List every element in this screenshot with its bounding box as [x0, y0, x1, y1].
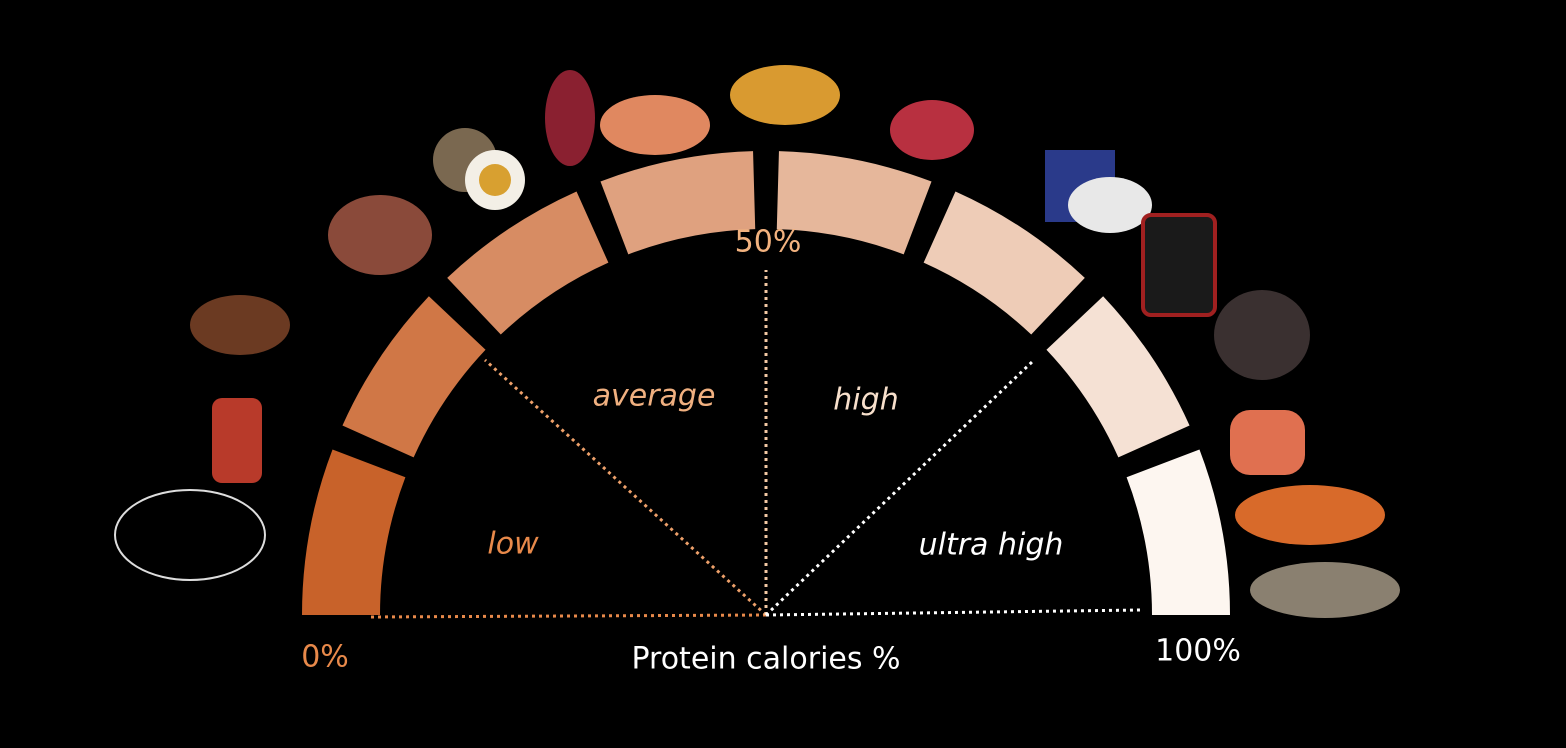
food-icons	[114, 65, 1400, 618]
fish-icon	[1235, 485, 1385, 545]
divider-high-ultra	[764, 360, 1034, 617]
gauge-segment	[776, 151, 932, 255]
chicken-icon	[730, 65, 840, 125]
peanut-butter-icon	[212, 398, 262, 483]
axis-label: Protein calories %	[631, 642, 900, 677]
cow-icon	[190, 295, 290, 355]
scale-middle: 50%	[735, 225, 802, 260]
cheese-bowl-icon	[1068, 177, 1152, 233]
flounder-icon	[1250, 562, 1400, 618]
zone-label: ultra high	[919, 528, 1064, 563]
salmon-icon	[600, 95, 710, 155]
steak-icon	[890, 100, 974, 160]
gauge-segment	[302, 449, 406, 615]
whey-icon	[1141, 213, 1217, 317]
zone-label: low	[487, 527, 539, 562]
gauge-segment	[447, 191, 609, 335]
scale-start: 0%	[301, 640, 349, 675]
beans-icon	[328, 195, 432, 275]
pig-icon	[114, 489, 266, 581]
gauge-segment	[600, 151, 756, 255]
divider-low-start	[369, 613, 767, 619]
turkey-icon	[1214, 290, 1310, 380]
gauge-arc	[302, 151, 1230, 615]
egg-yolk	[479, 164, 511, 196]
zone-label: average	[593, 379, 716, 414]
scale-end: 100%	[1155, 634, 1241, 669]
divider-low-average	[483, 358, 768, 617]
divider-lines	[369, 270, 1141, 619]
tuna-icon	[1230, 410, 1305, 475]
gauge-segment	[1046, 296, 1190, 458]
zone-label: high	[833, 383, 898, 418]
meat-icon	[545, 70, 595, 166]
gauge-segment	[923, 191, 1085, 335]
gauge-segment	[342, 296, 486, 458]
gauge-segment	[1126, 449, 1230, 615]
